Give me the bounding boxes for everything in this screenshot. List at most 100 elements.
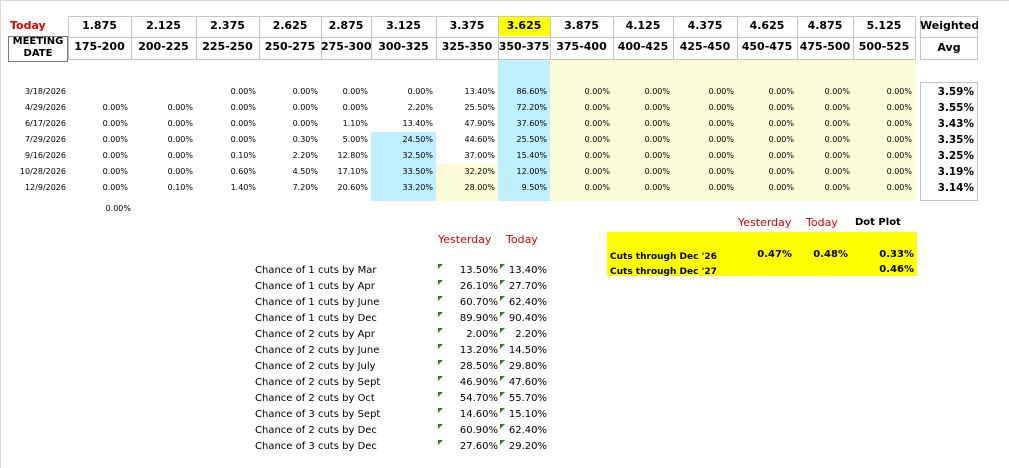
probability-cell[interactable]: 0.00% xyxy=(824,103,850,112)
probability-cell[interactable]: 0.00% xyxy=(824,183,850,192)
rate-header-cell[interactable]: 1.875 xyxy=(82,19,117,32)
probability-cell[interactable]: 24.50% xyxy=(402,135,433,144)
chance-label[interactable]: Chance of 1 cuts by Mar xyxy=(255,265,377,276)
probability-cell[interactable]: 0.00% xyxy=(824,135,850,144)
meeting-date-cell[interactable]: 10/28/2026 xyxy=(19,167,66,176)
chance-today[interactable]: 55.70% xyxy=(508,393,547,404)
range-header-cell[interactable]: 500-525 xyxy=(858,40,910,53)
chance-today[interactable]: 14.50% xyxy=(508,345,547,356)
probability-cell[interactable]: 0.00% xyxy=(167,151,193,160)
rate-header-cell[interactable]: 3.125 xyxy=(386,19,421,32)
probability-cell[interactable]: 12.00% xyxy=(516,167,547,176)
chance-yesterday[interactable]: 13.20% xyxy=(459,345,498,356)
probability-cell[interactable]: 37.60% xyxy=(516,119,547,128)
probability-cell[interactable]: 0.00% xyxy=(584,167,610,176)
probability-cell[interactable]: 0.00% xyxy=(584,119,610,128)
probability-cell[interactable]: 0.00% xyxy=(102,167,128,176)
probability-cell[interactable]: 0.10% xyxy=(167,183,193,192)
probability-cell[interactable]: 0.00% xyxy=(644,183,670,192)
probability-cell[interactable]: 13.40% xyxy=(402,119,433,128)
probability-cell[interactable]: 9.50% xyxy=(521,183,547,192)
probability-cell[interactable]: 0.00% xyxy=(230,87,256,96)
chance-today[interactable]: 90.40% xyxy=(508,313,547,324)
probability-cell[interactable]: 0.00% xyxy=(644,119,670,128)
meeting-date-cell[interactable]: 6/17/2026 xyxy=(24,119,66,128)
probability-cell[interactable]: 0.00% xyxy=(584,103,610,112)
range-header-cell[interactable]: 450-475 xyxy=(741,40,793,53)
probability-cell[interactable]: 15.40% xyxy=(516,151,547,160)
probability-cell[interactable]: 0.00% xyxy=(708,151,734,160)
probability-cell[interactable]: 0.00% xyxy=(708,87,734,96)
chance-label[interactable]: Chance of 2 cuts by Oct xyxy=(255,393,375,404)
range-header-cell[interactable]: 425-450 xyxy=(679,40,731,53)
probability-cell[interactable]: 28.00% xyxy=(464,183,495,192)
range-header-cell[interactable]: 275-300 xyxy=(321,40,371,53)
meeting-date-cell[interactable]: 12/9/2026 xyxy=(24,183,66,192)
probability-cell[interactable]: 0.00% xyxy=(584,151,610,160)
chance-label[interactable]: Chance of 1 cuts by June xyxy=(255,297,380,308)
rate-header-cell[interactable]: 2.125 xyxy=(146,19,181,32)
chance-label[interactable]: Chance of 2 cuts by June xyxy=(255,345,380,356)
probability-cell[interactable]: 0.00% xyxy=(644,87,670,96)
probability-cell[interactable]: 12.80% xyxy=(337,151,368,160)
probability-cell[interactable]: 86.60% xyxy=(516,87,547,96)
chance-today[interactable]: 29.20% xyxy=(508,441,547,452)
probability-cell[interactable]: 0.00% xyxy=(292,119,318,128)
weighted-avg-cell[interactable]: 3.59% xyxy=(937,86,974,98)
rate-header-cell[interactable]: 2.625 xyxy=(272,19,308,32)
probability-cell[interactable]: 25.50% xyxy=(516,135,547,144)
probability-cell[interactable]: 0.00% xyxy=(886,135,912,144)
chance-today[interactable]: 62.40% xyxy=(508,297,547,308)
probability-cell[interactable]: 0.00% xyxy=(886,103,912,112)
probability-cell[interactable]: 0.00% xyxy=(167,135,193,144)
probability-cell[interactable]: 0.00% xyxy=(768,151,794,160)
probability-cell[interactable]: 0.00% xyxy=(407,87,433,96)
rate-header-cell[interactable]: 4.375 xyxy=(687,19,723,32)
probability-cell[interactable]: 0.00% xyxy=(824,151,850,160)
probability-cell[interactable]: 0.00% xyxy=(708,167,734,176)
weighted-avg-cell[interactable]: 3.14% xyxy=(937,182,974,194)
meeting-date-cell[interactable]: 4/29/2026 xyxy=(24,103,66,112)
chance-label[interactable]: Chance of 2 cuts by Sept xyxy=(255,377,381,388)
probability-cell[interactable]: 5.00% xyxy=(342,135,368,144)
probability-cell[interactable]: 0.00% xyxy=(768,119,794,128)
cuts-dec27-dotplot[interactable]: 0.46% xyxy=(879,264,914,275)
probability-cell[interactable]: 0.00% xyxy=(708,135,734,144)
probability-cell[interactable]: 0.00% xyxy=(768,183,794,192)
probability-cell[interactable]: 33.20% xyxy=(402,183,433,192)
probability-cell[interactable]: 0.00% xyxy=(824,119,850,128)
probability-cell[interactable]: 0.00% xyxy=(886,167,912,176)
probability-cell[interactable]: 0.00% xyxy=(708,119,734,128)
probability-cell[interactable]: 32.20% xyxy=(464,167,495,176)
probability-cell[interactable]: 2.20% xyxy=(292,151,318,160)
probability-cell[interactable]: 17.10% xyxy=(337,167,368,176)
cuts-dec26-label[interactable]: Cuts through Dec '26 xyxy=(610,252,717,262)
rate-header-cell[interactable]: 3.875 xyxy=(564,19,599,32)
probability-cell[interactable]: 0.10% xyxy=(230,151,256,160)
probability-cell[interactable]: 2.20% xyxy=(407,103,433,112)
rate-header-cell[interactable]: 2.375 xyxy=(210,19,245,32)
chance-yesterday[interactable]: 54.70% xyxy=(459,393,498,404)
probability-cell[interactable]: 0.00% xyxy=(584,87,610,96)
probability-cell[interactable]: 0.00% xyxy=(824,167,850,176)
weighted-avg-cell[interactable]: 3.35% xyxy=(937,134,974,146)
probability-cell[interactable]: 7.20% xyxy=(292,183,318,192)
probability-cell[interactable]: 0.00% xyxy=(167,103,193,112)
chance-yesterday[interactable]: 27.60% xyxy=(459,441,498,452)
probability-cell[interactable]: 0.00% xyxy=(167,119,193,128)
probability-cell[interactable]: 0.00% xyxy=(708,183,734,192)
range-header-cell[interactable]: 350-375 xyxy=(498,40,550,53)
chance-label[interactable]: Chance of 2 cuts by July xyxy=(255,361,376,372)
chance-yesterday[interactable]: 60.70% xyxy=(459,297,498,308)
chance-today[interactable]: 62.40% xyxy=(508,425,547,436)
probability-cell[interactable]: 0.00% xyxy=(768,103,794,112)
chance-yesterday[interactable]: 89.90% xyxy=(459,313,498,324)
probability-cell[interactable]: 0.00% xyxy=(644,151,670,160)
probability-cell[interactable]: 1.40% xyxy=(230,183,256,192)
range-header-cell[interactable]: 250-275 xyxy=(264,40,316,53)
probability-cell[interactable]: 0.00% xyxy=(102,151,128,160)
chance-label[interactable]: Chance of 1 cuts by Apr xyxy=(255,281,375,292)
rate-header-cell[interactable]: 4.625 xyxy=(749,19,785,32)
probability-cell[interactable]: 0.00% xyxy=(102,183,128,192)
